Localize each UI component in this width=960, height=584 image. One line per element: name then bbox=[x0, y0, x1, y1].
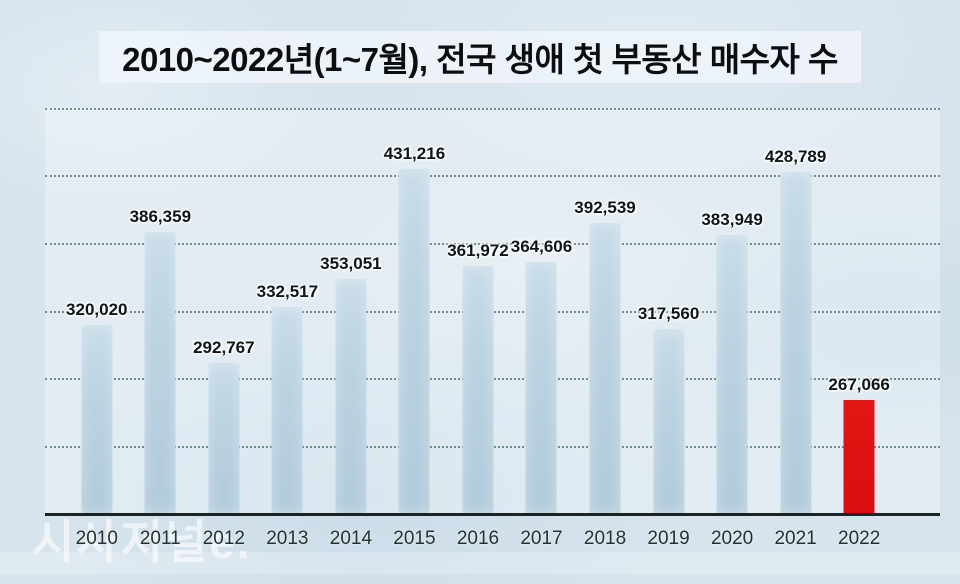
bar-column: 353,051 2014 bbox=[319, 108, 383, 549]
chart-title: 2010~2022년(1~7월), 전국 생애 첫 부동산 매수자 수 bbox=[122, 41, 838, 78]
bar-value-label: 364,606 bbox=[510, 237, 573, 257]
bar-column: 332,517 2013 bbox=[256, 108, 320, 549]
bar-value-label: 317,560 bbox=[637, 303, 700, 323]
bar bbox=[716, 235, 748, 513]
bar bbox=[335, 278, 367, 513]
x-axis-year-label: 2022 bbox=[838, 528, 881, 549]
x-axis-year-label: 2012 bbox=[202, 528, 245, 549]
x-axis-year-label: 2013 bbox=[266, 528, 309, 549]
bar bbox=[589, 222, 621, 513]
bar-column: 431,216 2015 bbox=[383, 108, 447, 549]
bar-column: 317,560 2019 bbox=[637, 108, 701, 549]
bar bbox=[144, 231, 176, 513]
x-axis-year-label: 2014 bbox=[329, 528, 373, 549]
gridline bbox=[45, 108, 940, 110]
bars-row: 320,020 2010 386,359 2011 292,767 2012 332,517… bbox=[65, 108, 891, 549]
bar-column: 320,020 2010 bbox=[65, 108, 129, 549]
bar bbox=[208, 363, 240, 513]
bar bbox=[398, 168, 430, 513]
background-texture-strip bbox=[0, 552, 960, 574]
bar-value-label: 292,767 bbox=[193, 338, 255, 358]
bar-value-label: 392,539 bbox=[574, 197, 636, 217]
x-axis-year-label: 2018 bbox=[583, 528, 627, 549]
bar-column: 267,066 2022 bbox=[827, 108, 891, 549]
bar-value-label: 428,789 bbox=[764, 146, 827, 166]
x-axis-year-label: 2019 bbox=[647, 528, 690, 549]
bar bbox=[462, 266, 494, 513]
bar-column: 383,949 2020 bbox=[700, 108, 764, 549]
bar-value-label: 353,051 bbox=[320, 253, 382, 273]
gridline bbox=[45, 175, 940, 178]
bar bbox=[271, 307, 303, 513]
bar-highlighted bbox=[843, 399, 875, 513]
bar-value-label: 386,359 bbox=[129, 206, 192, 226]
bar bbox=[780, 171, 812, 513]
x-axis-year-label: 2015 bbox=[393, 528, 436, 549]
bar-column: 364,606 2017 bbox=[510, 108, 574, 549]
bar-column: 292,767 2012 bbox=[192, 108, 256, 549]
gridline bbox=[45, 242, 940, 245]
x-axis-year-label: 2011 bbox=[139, 528, 181, 549]
bar-value-label: 431,216 bbox=[383, 143, 446, 163]
bar-value-label: 320,020 bbox=[66, 300, 128, 320]
bar-value-label: 383,949 bbox=[701, 210, 763, 230]
bar-value-label: 332,517 bbox=[256, 282, 319, 302]
x-axis-year-label: 2021 bbox=[774, 528, 817, 549]
bar-column: 428,789 2021 bbox=[764, 108, 828, 549]
bar bbox=[525, 262, 557, 513]
bar bbox=[81, 325, 113, 513]
x-axis-year-label: 2016 bbox=[456, 528, 500, 549]
bar-value-label: 361,972 bbox=[447, 241, 509, 260]
x-axis-year-label: 2010 bbox=[75, 528, 118, 549]
x-axis-year-label: 2020 bbox=[710, 528, 754, 549]
bar-column: 392,539 2018 bbox=[573, 108, 637, 549]
publisher-watermark: 시사저널e. bbox=[32, 516, 252, 568]
title-band: 2010~2022년(1~7월), 전국 생애 첫 부동산 매수자 수 bbox=[99, 31, 861, 83]
bar bbox=[653, 328, 685, 513]
x-axis-year-label: 2017 bbox=[520, 528, 563, 549]
chart-plot: 320,020 2010 386,359 2011 292,767 2012 332,517… bbox=[45, 108, 940, 549]
bar-value-label: 267,066 bbox=[828, 374, 890, 394]
bar-column: 361,972 2016 bbox=[446, 108, 510, 549]
bar-column: 386,359 2011 bbox=[129, 108, 193, 549]
